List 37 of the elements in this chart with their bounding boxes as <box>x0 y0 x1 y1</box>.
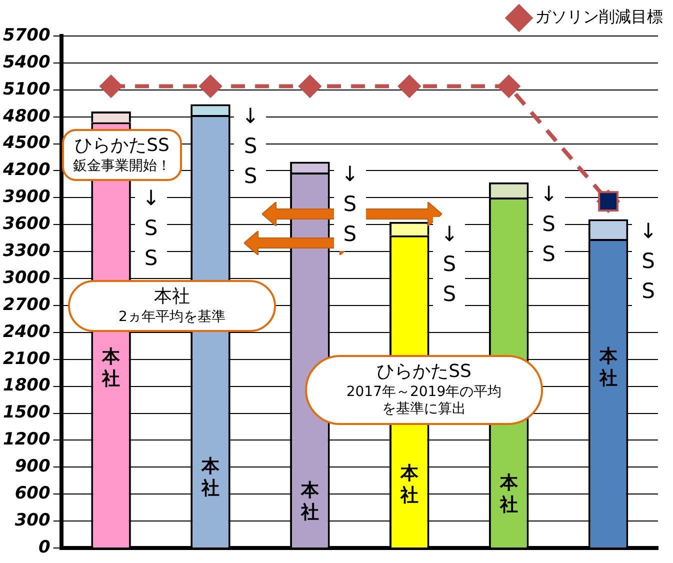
y-tick-label: 4500 <box>2 133 50 154</box>
legend-label: ガソリン削減目標 <box>535 7 663 26</box>
text: 本社 <box>300 480 319 524</box>
annotation: ↓SS <box>532 179 565 270</box>
y-tick-label: 1200 <box>2 430 50 450</box>
y-tick-label: 5100 <box>2 79 50 100</box>
y-tick-label: 4800 <box>2 106 50 126</box>
y-tick-label: 900 <box>14 456 50 477</box>
y-tick-label: 2700 <box>2 294 50 315</box>
text: 2ヵ年平均を基準 <box>118 308 226 324</box>
annotation: ↓SS <box>234 101 266 192</box>
y-tick-label: 3000 <box>2 268 50 288</box>
annotation: ↓SS <box>135 183 168 273</box>
annotation: ひらかたSS 鈑金事業開始！ <box>72 135 172 175</box>
text: 本社 <box>102 346 120 390</box>
annotation: ↓SS <box>433 218 466 309</box>
series-label: 本社 <box>153 286 191 308</box>
y-tick-label: 5400 <box>2 52 50 72</box>
text: 本社 <box>201 456 220 499</box>
y-tick-label: 2100 <box>2 348 50 369</box>
y-tick-label: 1500 <box>2 402 50 423</box>
annotation: ↓SS <box>334 158 366 249</box>
annotation: ひらかたSS 2017年～2019年の平均を基準に算出 <box>345 361 503 418</box>
annotation: ↓SS <box>632 216 664 306</box>
y-tick-label: 2400 <box>2 322 50 342</box>
y-tick-label: 4200 <box>2 160 50 180</box>
y-tick-label: 600 <box>14 484 50 504</box>
y-tick-label: 3600 <box>2 214 50 234</box>
text: 本社 <box>599 346 618 390</box>
y-tick-label: 0 <box>38 537 50 558</box>
y-tick-label: 1800 <box>2 376 50 396</box>
text: 本社 <box>500 472 518 516</box>
text: 本社 <box>400 462 418 506</box>
y-tick-label: 3300 <box>2 241 50 261</box>
y-tick-label: 300 <box>14 510 50 530</box>
y-tick-label: 3900 <box>2 187 50 208</box>
y-tick-label: 5700 <box>2 25 50 46</box>
